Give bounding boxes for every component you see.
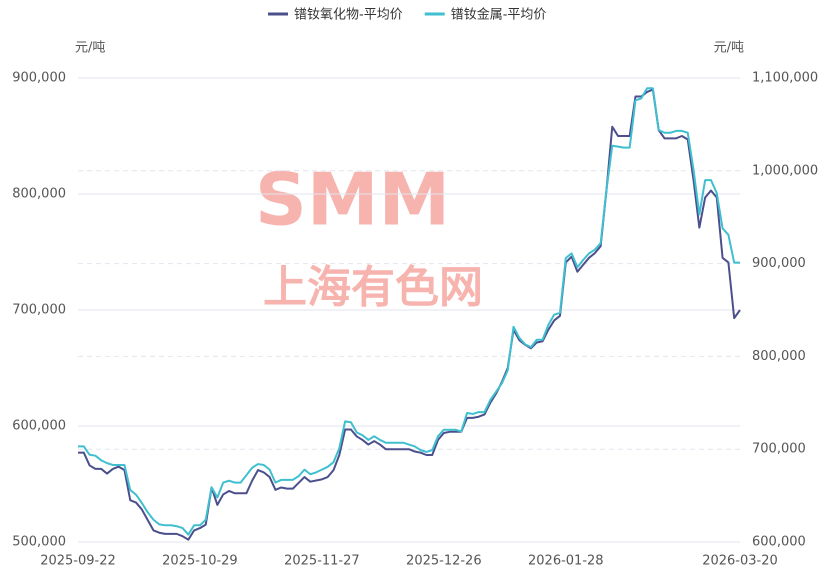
x-tick-label: 2025-10-29	[162, 554, 238, 569]
y-tick-label: 800,000	[12, 187, 66, 202]
y2-tick-label: 1,000,000	[752, 163, 818, 178]
y2-axis-unit: 元/吨	[714, 41, 744, 56]
x-tick-label: 2026-01-28	[528, 554, 604, 569]
y2-tick-label: 1,100,000	[752, 71, 818, 86]
watermark-name: 上海有色网	[263, 262, 483, 313]
y-tick-label: 700,000	[12, 303, 66, 318]
x-tick-label: 2025-09-22	[40, 554, 116, 569]
watermark-logo: SMM	[255, 158, 450, 242]
x-tick-label: 2025-11-27	[284, 554, 360, 569]
legend-label: 镨钕氧化物-平均价	[294, 7, 403, 23]
y-axis-unit: 元/吨	[75, 41, 105, 56]
legend-label: 镨钕金属-平均价	[451, 7, 547, 23]
y-tick-label: 500,000	[12, 535, 66, 550]
y-tick-label: 600,000	[12, 419, 66, 434]
series-line	[78, 87, 740, 536]
y2-tick-label: 700,000	[752, 442, 806, 457]
y2-tick-label: 900,000	[752, 256, 806, 271]
y2-tick-label: 800,000	[752, 349, 806, 364]
series-line	[78, 88, 741, 541]
y-tick-label: 900,000	[12, 71, 66, 86]
x-tick-label: 2025-12-26	[406, 554, 482, 569]
x-tick-label: 2026-03-20	[702, 554, 778, 569]
y2-tick-label: 600,000	[752, 535, 806, 550]
